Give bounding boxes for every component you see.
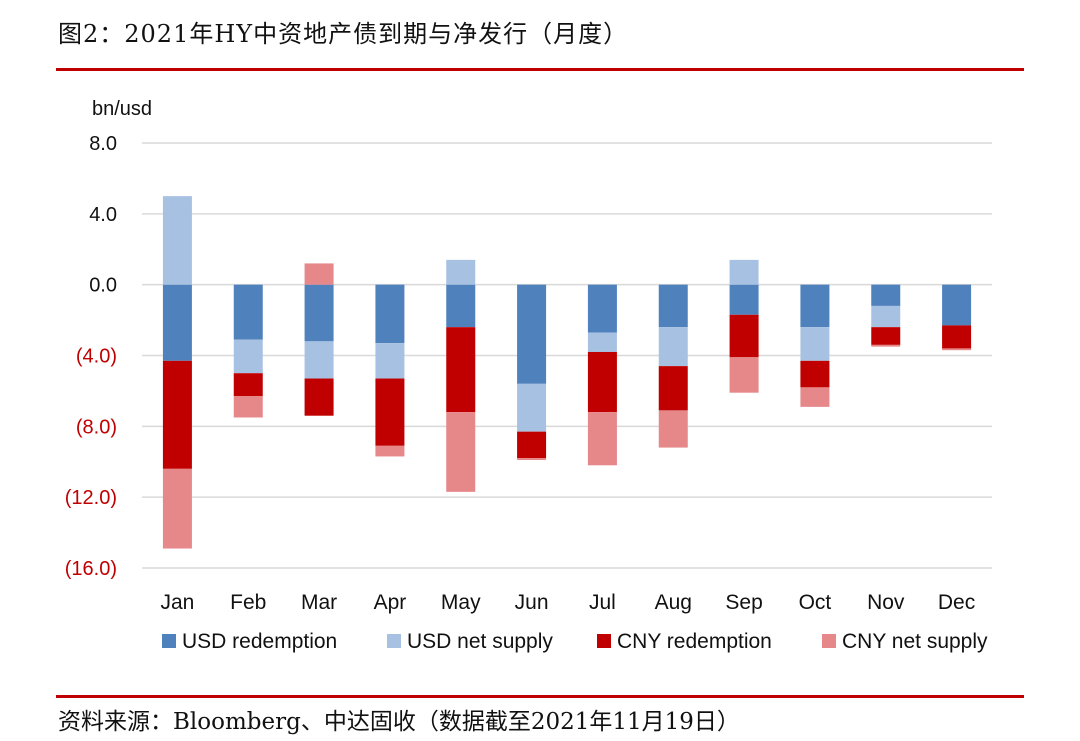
bar-segment: [800, 284, 830, 328]
y-tick-label: 4.0: [89, 204, 117, 226]
bar-segment: [658, 410, 688, 448]
bar-segment: [162, 196, 192, 285]
bar-segment: [446, 259, 476, 285]
bar-segment: [658, 284, 688, 328]
legend-label: CNY redemption: [617, 630, 772, 653]
bar-segment: [729, 284, 759, 315]
x-category-label: Sep: [725, 591, 762, 614]
bar-segment: [942, 348, 972, 351]
source-note: 资料来源：Bloomberg、中达固收（数据截至2021年11月19日）: [58, 709, 740, 735]
bar-segment: [587, 351, 617, 413]
bar-segment: [375, 445, 405, 457]
bar-segment: [587, 332, 617, 352]
y-axis-unit-label: bn/usd: [92, 98, 152, 120]
legend-swatch: [387, 634, 401, 648]
bar-segment: [375, 343, 405, 379]
source-divider: [56, 695, 1024, 698]
x-category-label: Nov: [867, 591, 905, 614]
stacked-bar-chart: bn/usd 8.0 4.0 0.0 (4.0) (8.0) (12.0) (16.0) J…: [65, 98, 992, 653]
y-tick-label: 0.0: [89, 275, 117, 297]
bar-segment: [162, 468, 192, 549]
x-category-label: Jun: [515, 591, 549, 614]
bar-segment: [233, 396, 263, 418]
legend-label: CNY net supply: [842, 630, 988, 653]
y-axis-ticks: 8.0 4.0 0.0 (4.0) (8.0) (12.0) (16.0): [65, 133, 117, 580]
y-tick-label: (8.0): [76, 416, 117, 438]
legend-label: USD redemption: [182, 630, 337, 653]
bar-segment: [304, 341, 334, 379]
bar-segment: [800, 327, 830, 361]
y-tick-label: (12.0): [65, 487, 117, 509]
x-axis-categories: Jan Feb Mar Apr May Jun Jul Aug Sep Oct Nov Dec: [160, 591, 975, 614]
bar-segment: [871, 344, 901, 347]
bar-segment: [162, 284, 192, 361]
bar-segment: [587, 284, 617, 333]
x-category-label: Feb: [230, 591, 266, 614]
bar-segment: [658, 366, 688, 411]
bar-segment: [729, 357, 759, 393]
legend-swatch: [597, 634, 611, 648]
bar-segment: [729, 259, 759, 285]
bar-segment: [517, 284, 547, 384]
x-category-label: Apr: [374, 591, 407, 614]
bar-segment: [233, 284, 263, 340]
y-tick-label: 8.0: [89, 133, 117, 155]
bar-segment: [800, 360, 830, 388]
bar-segment: [871, 305, 901, 328]
bar-segment: [871, 284, 901, 306]
legend-swatch: [162, 634, 176, 648]
bar-segment: [233, 373, 263, 397]
x-category-label: Mar: [301, 591, 337, 614]
legend-label: USD net supply: [407, 630, 553, 653]
bar-segment: [446, 412, 476, 492]
x-category-label: Dec: [938, 591, 975, 614]
bar-segment: [871, 327, 901, 345]
x-category-label: Jan: [160, 591, 194, 614]
bar-segment: [517, 431, 547, 459]
bar-segment: [942, 325, 972, 349]
bar-segment: [162, 360, 192, 469]
bar-segment: [304, 263, 334, 285]
x-category-label: Jul: [589, 591, 616, 614]
bar-segment: [587, 412, 617, 466]
bar-segment: [517, 383, 547, 432]
bars: [162, 196, 972, 549]
y-tick-label: (16.0): [65, 558, 117, 580]
bar-segment: [233, 339, 263, 374]
bar-segment: [729, 314, 759, 358]
x-category-label: May: [441, 591, 481, 614]
x-category-label: Aug: [655, 591, 692, 614]
bar-segment: [446, 327, 476, 413]
bar-segment: [304, 378, 334, 416]
legend: USD redemption USD net supply CNY redempti…: [162, 630, 988, 653]
x-category-label: Oct: [799, 591, 832, 614]
bar-segment: [446, 284, 476, 328]
legend-swatch: [822, 634, 836, 648]
bar-segment: [658, 327, 688, 367]
title-divider: [56, 68, 1024, 71]
bar-segment: [800, 387, 830, 407]
figure-title: 图2：2021年HY中资地产债到期与净发行（月度）: [58, 20, 629, 48]
bar-segment: [517, 458, 547, 460]
bar-segment: [375, 284, 405, 344]
bar-segment: [304, 284, 334, 342]
bar-segment: [942, 284, 972, 326]
bar-segment: [375, 378, 405, 446]
gridlines: [142, 142, 992, 569]
y-tick-label: (4.0): [76, 346, 117, 368]
